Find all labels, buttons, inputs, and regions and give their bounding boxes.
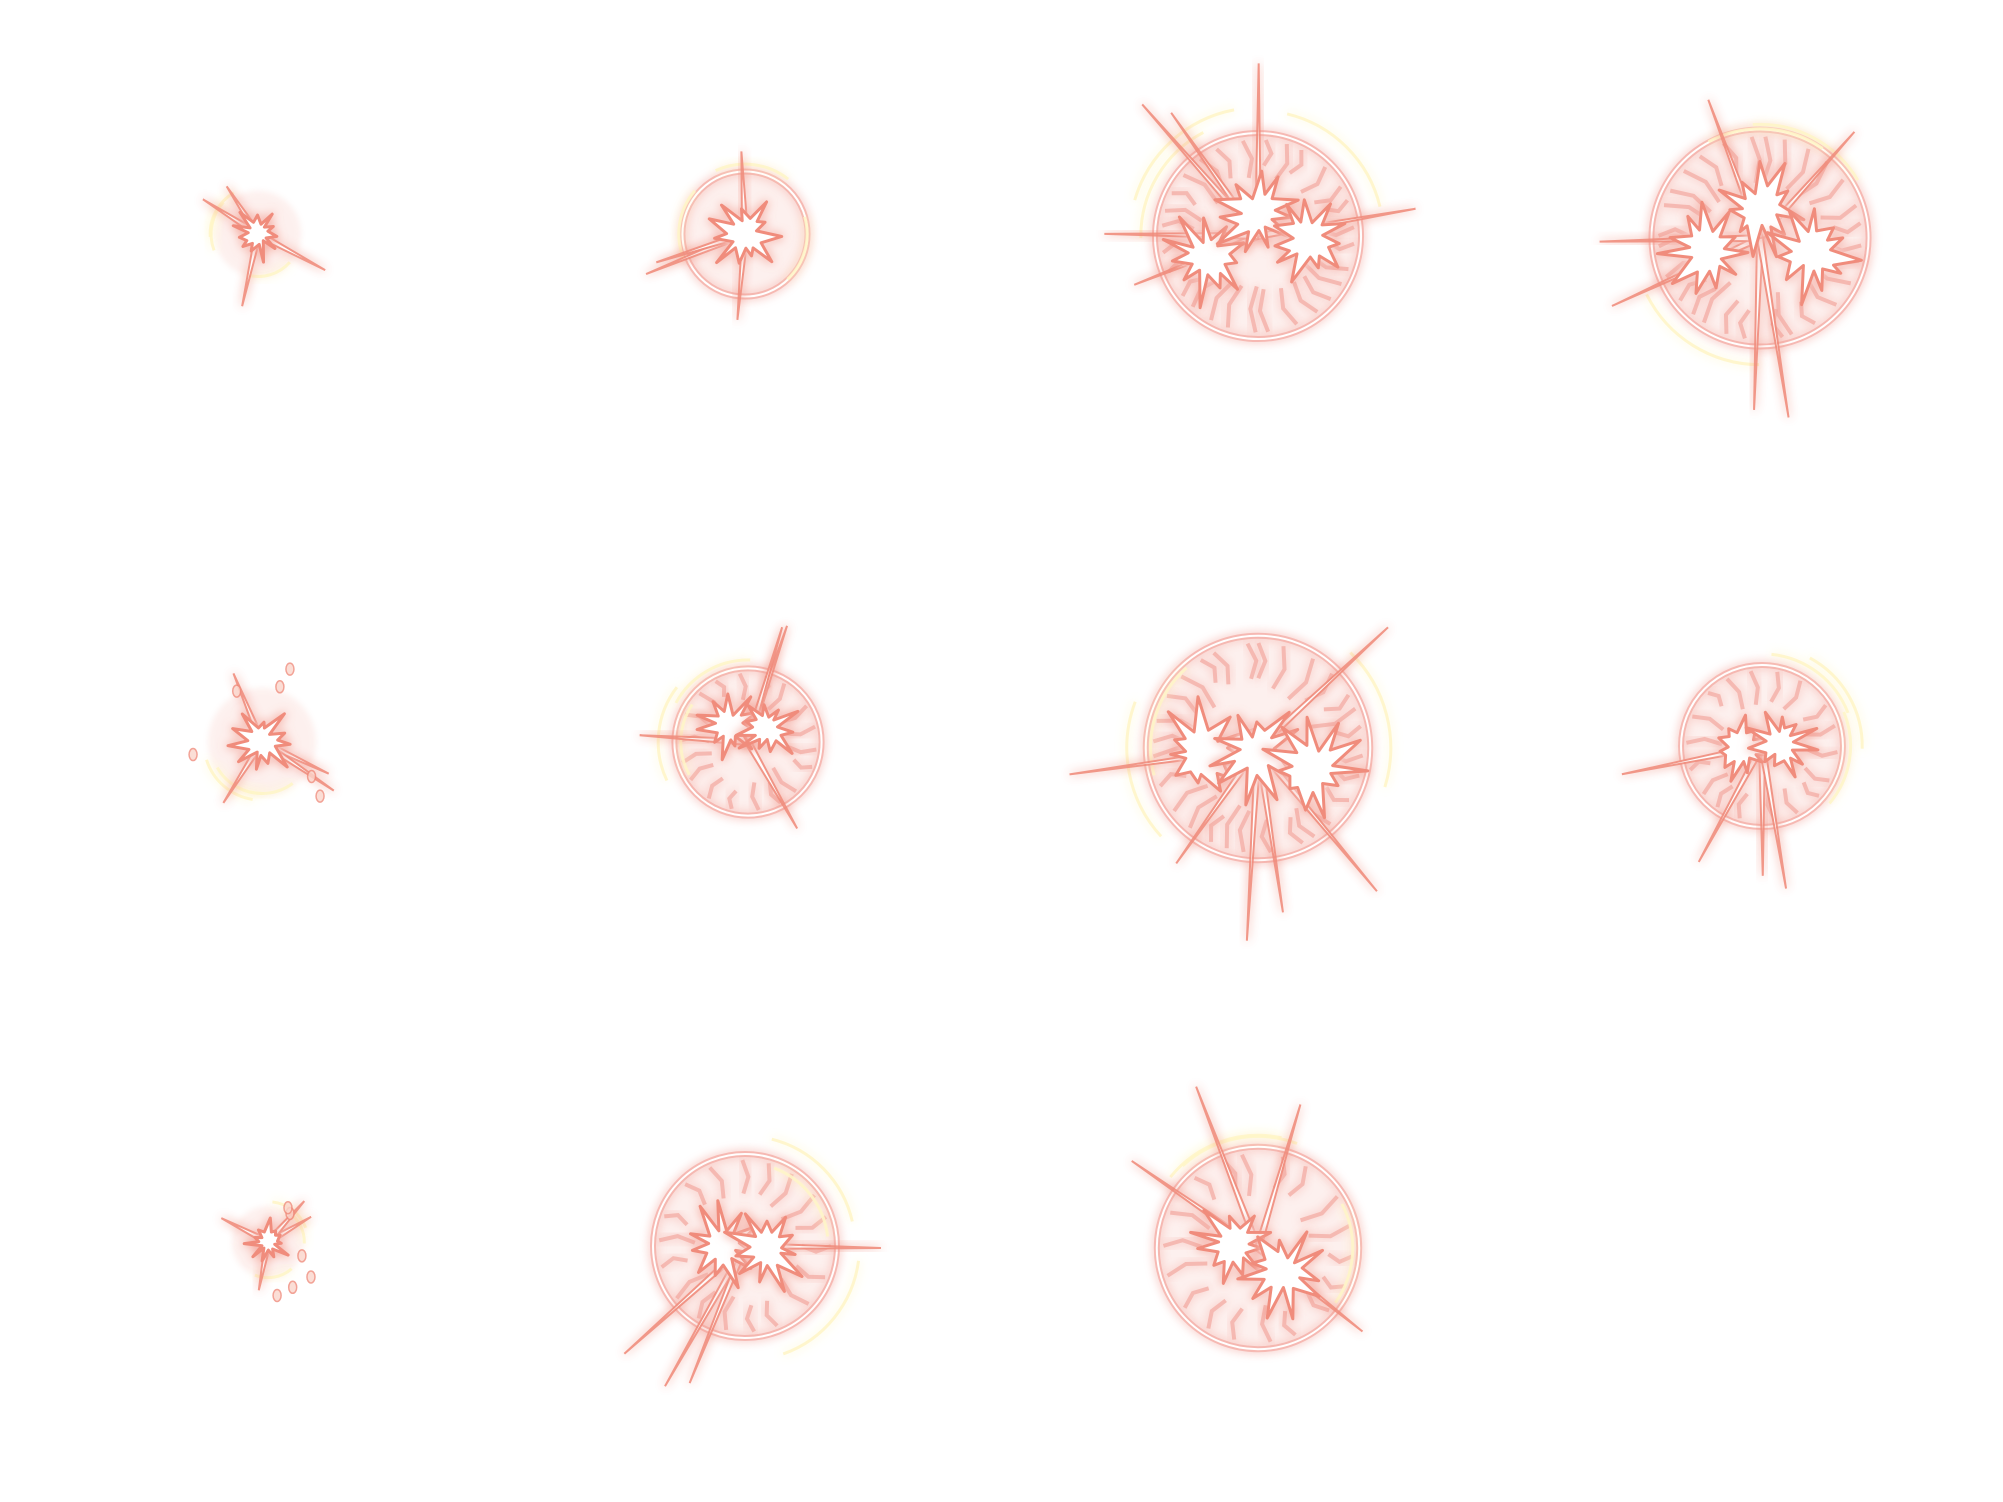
explosion-frame-04	[1599, 99, 1872, 418]
debris-particles	[272, 1201, 316, 1303]
burst-core	[1161, 215, 1246, 310]
spark-arcs	[677, 162, 809, 281]
frames-layer	[188, 63, 1872, 1387]
shock-ring-core	[1144, 634, 1372, 862]
explosion-frame-09	[220, 1200, 316, 1303]
burst-core	[231, 210, 279, 264]
explosion-frame-08	[1621, 652, 1864, 889]
spark-arcs	[1771, 652, 1864, 805]
burst-core	[1655, 200, 1750, 295]
debris-particles	[188, 662, 325, 803]
spark-arcs	[208, 191, 291, 278]
burst-core	[1236, 1230, 1324, 1321]
shock-ring-core	[1155, 1145, 1361, 1351]
burst-core	[689, 1199, 758, 1290]
explosion-frame-05	[188, 662, 335, 804]
burst-core	[1189, 1208, 1273, 1285]
spark-arcs	[771, 1137, 861, 1356]
explosion-frame-03	[1104, 63, 1416, 343]
burst-core	[695, 692, 759, 762]
spark-arcs	[205, 759, 294, 801]
burst-core	[1213, 169, 1300, 254]
burst-core	[1273, 198, 1347, 284]
burst-core	[1261, 715, 1370, 820]
burst-core	[1766, 207, 1863, 307]
burst-core	[1166, 695, 1256, 793]
burst-core	[226, 712, 292, 771]
burst-core	[1744, 710, 1820, 779]
burst-core	[1717, 160, 1806, 259]
explosion-frame-01	[202, 185, 326, 307]
burst-core	[1208, 710, 1300, 807]
crack-lines	[1685, 670, 1838, 822]
burst-core	[707, 200, 784, 265]
explosion-frame-02	[645, 151, 811, 321]
explosion-frame-10	[623, 1137, 881, 1387]
burst-core	[242, 1216, 290, 1263]
explosion-frame-06	[639, 625, 825, 829]
explosion-frame-07	[1069, 626, 1393, 941]
spark-arcs	[1169, 1133, 1355, 1304]
explosion-frame-11	[1131, 1086, 1364, 1353]
burst-core	[723, 1212, 804, 1293]
shock-ring-core	[673, 667, 823, 817]
burst-core	[734, 703, 800, 755]
